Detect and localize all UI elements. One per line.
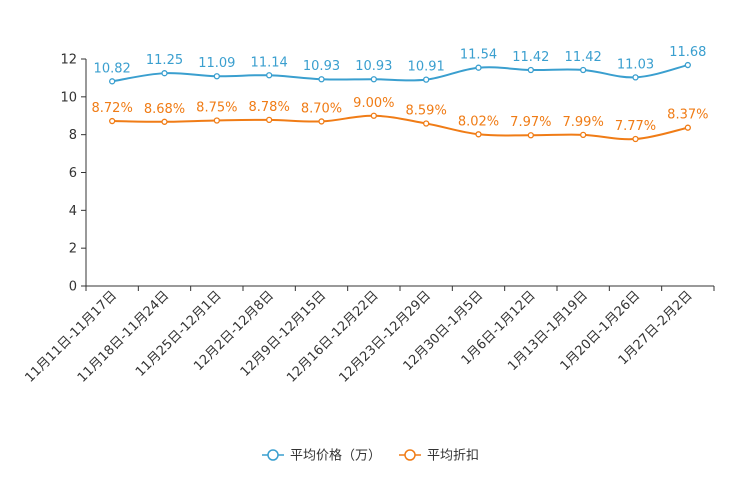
- data-point[interactable]: [109, 117, 116, 125]
- data-point[interactable]: [318, 76, 325, 83]
- data-label: 11.25: [146, 53, 183, 68]
- data-label: 8.75%: [196, 100, 237, 115]
- y-tick-label: 0: [69, 280, 77, 295]
- y-tick-label: 2: [69, 242, 77, 257]
- y-tick-label: 12: [60, 53, 77, 68]
- data-label: 8.37%: [667, 108, 708, 123]
- data-point[interactable]: [527, 66, 534, 74]
- y-tick-label: 6: [69, 166, 77, 181]
- x-category-label: 12月23日-12月29日: [337, 288, 434, 385]
- legend-marker-icon: [404, 449, 416, 461]
- data-point[interactable]: [423, 120, 430, 127]
- data-point[interactable]: [580, 131, 587, 139]
- series-line-1: [112, 114, 689, 141]
- data-point[interactable]: [161, 70, 168, 77]
- data-point[interactable]: [475, 64, 482, 71]
- x-category-label: 11月18日-11月24日: [75, 288, 172, 385]
- data-label: 8.70%: [301, 101, 342, 116]
- series-points: [109, 61, 691, 143]
- data-point[interactable]: [423, 76, 430, 83]
- data-label: 8.02%: [458, 114, 499, 129]
- data-label: 10.82: [94, 61, 131, 76]
- data-point[interactable]: [266, 116, 273, 124]
- data-point[interactable]: [318, 118, 325, 125]
- legend-label: 平均价格（万）: [290, 448, 381, 464]
- data-label: 11.09: [198, 56, 235, 71]
- legend-item-0[interactable]: 平均价格（万）: [262, 448, 381, 464]
- data-point[interactable]: [370, 76, 377, 83]
- legend-item-1[interactable]: 平均折扣: [399, 449, 479, 464]
- data-label: 11.54: [460, 48, 497, 63]
- data-point[interactable]: [580, 66, 587, 74]
- data-point[interactable]: [684, 61, 691, 69]
- series-lines: [112, 64, 689, 141]
- y-tick-label: 4: [69, 204, 77, 219]
- x-category-label: 12月16日-12月22日: [284, 288, 381, 385]
- data-point[interactable]: [684, 124, 691, 131]
- data-label: 9.00%: [353, 96, 394, 111]
- legend-marker-icon: [267, 449, 279, 461]
- data-point[interactable]: [266, 72, 273, 79]
- data-point[interactable]: [475, 131, 482, 138]
- data-label: 10.91: [408, 60, 445, 75]
- data-point[interactable]: [527, 132, 534, 139]
- legend[interactable]: 平均价格（万） 平均折扣: [262, 448, 479, 464]
- data-point[interactable]: [632, 135, 639, 143]
- data-labels: 10.82 11.25 11.09 11.14 10.93 10.93 10.91 11.54…: [92, 45, 709, 134]
- legend-label: 平均折扣: [427, 449, 479, 464]
- data-label: 11.68: [669, 45, 706, 60]
- data-label: 11.42: [512, 50, 549, 65]
- data-label: 7.77%: [615, 119, 656, 134]
- data-point[interactable]: [109, 78, 116, 85]
- data-label: 10.93: [355, 59, 392, 74]
- data-point[interactable]: [213, 117, 220, 124]
- x-category-label: 11月11日-11月17日: [23, 288, 120, 385]
- data-label: 11.42: [565, 50, 602, 65]
- data-point[interactable]: [632, 74, 639, 81]
- series-line-0: [112, 64, 689, 83]
- y-tick-label: 10: [60, 90, 77, 105]
- data-label: 8.78%: [249, 100, 290, 115]
- data-point[interactable]: [213, 73, 220, 80]
- data-label: 8.59%: [406, 104, 447, 119]
- data-label: 8.68%: [144, 102, 185, 117]
- data-point[interactable]: [161, 118, 168, 125]
- y-tick-label: 8: [69, 128, 77, 143]
- data-label: 8.72%: [92, 101, 133, 116]
- data-label: 7.97%: [510, 115, 551, 130]
- data-point[interactable]: [370, 112, 377, 119]
- data-label: 7.99%: [563, 115, 604, 130]
- data-label: 10.93: [303, 59, 340, 74]
- data-label: 11.14: [251, 55, 288, 70]
- data-label: 11.03: [617, 57, 654, 72]
